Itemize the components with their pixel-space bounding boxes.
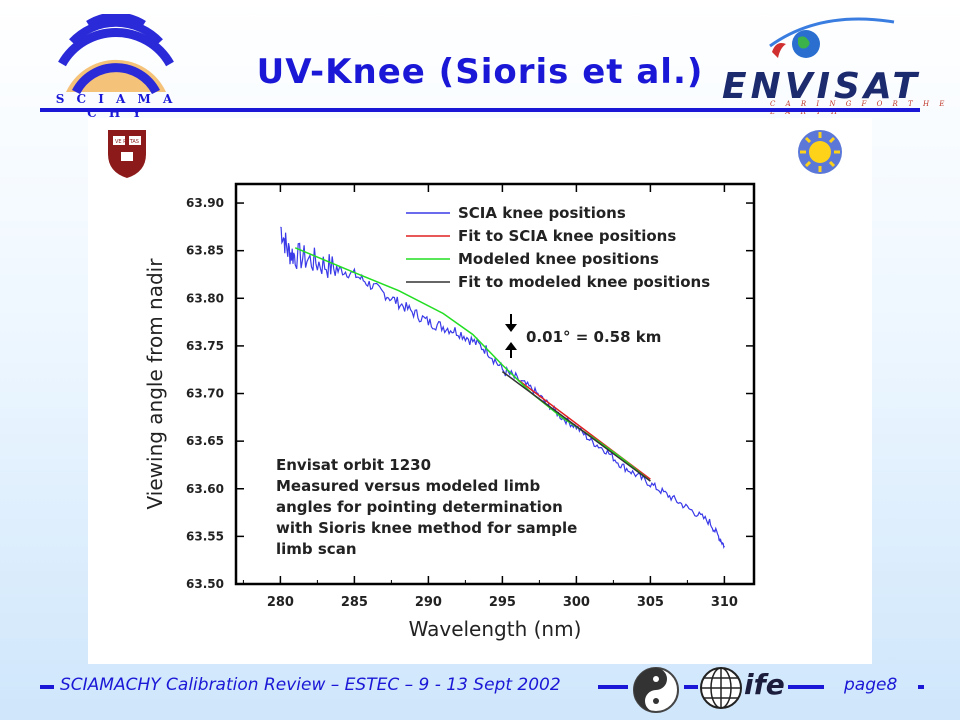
footer-rule-mid2 — [684, 685, 698, 689]
orbit-annotation-line: angles for pointing determination — [276, 498, 563, 516]
envisat-logo-text: ENVISAT — [722, 66, 921, 107]
y-tick-label: 63.80 — [186, 291, 224, 305]
sun-logo — [796, 128, 844, 176]
scale-arrowhead-down — [505, 324, 517, 332]
footer-rule-left — [40, 685, 54, 689]
orbit-annotation-line: limb scan — [276, 540, 357, 558]
y-tick-label: 63.75 — [186, 339, 224, 353]
y-tick-label: 63.50 — [186, 577, 224, 591]
ife-logo-text: ife — [744, 668, 785, 701]
x-tick-label: 305 — [637, 595, 664, 610]
ife-logo-globe — [698, 662, 744, 712]
x-tick-label: 285 — [341, 595, 368, 610]
x-tick-label: 280 — [267, 595, 294, 610]
orbit-annotation-line: Measured versus modeled limb — [276, 477, 540, 495]
legend-label: SCIA knee positions — [458, 204, 626, 222]
envisat-logo — [760, 16, 900, 76]
y-tick-label: 63.55 — [186, 529, 224, 543]
harvard-logo: VE RI TAS — [106, 128, 148, 180]
knee-chart: 280 285 290 295 300 305 310 63.50 63.55 63.60 63.6… — [143, 182, 756, 641]
slide-title: UV-Knee (Sioris et al.) — [256, 52, 704, 92]
sciamachy-logo — [48, 12, 184, 95]
x-tick-label: 310 — [711, 595, 738, 610]
sciamachy-logo-text: S C I A M A C H Y — [55, 92, 177, 120]
footer-rule-right — [788, 685, 824, 689]
series-line-3 — [501, 370, 651, 482]
footer-rule-mid — [598, 685, 628, 689]
scale-annotation: 0.01° = 0.58 km — [526, 328, 661, 346]
footer-rule-end — [918, 685, 924, 689]
series-line-0 — [280, 226, 725, 550]
y-axis-label: Viewing angle from nadir — [143, 258, 167, 510]
footer-text: SCIAMACHY Calibration Review – ESTEC – 9… — [60, 675, 561, 695]
earth-globe-icon — [769, 17, 895, 58]
sciamachy-waves-icon — [58, 12, 174, 95]
x-axis-label: Wavelength (nm) — [409, 617, 582, 641]
y-tick-label: 63.60 — [186, 482, 224, 496]
series-line-2 — [294, 247, 651, 482]
harvard-motto: VE RI TAS — [115, 139, 139, 145]
x-tick-label: 295 — [489, 595, 516, 610]
scale-arrowhead-up — [505, 342, 517, 350]
page-number: page8 — [844, 675, 898, 695]
x-tick-label: 290 — [415, 595, 442, 610]
orbit-annotation-line: Envisat orbit 1230 — [276, 456, 431, 474]
globe-grid-icon — [700, 667, 742, 709]
legend-label: Fit to modeled knee positions — [458, 273, 710, 291]
chart-panel: VE RI TAS 280 285 290 295 300 305 310 63.50 63.5… — [88, 118, 872, 664]
y-tick-label: 63.85 — [186, 244, 224, 258]
legend-label: Fit to SCIA knee positions — [458, 227, 676, 245]
x-tick-label: 300 — [563, 595, 590, 610]
legend-label: Modeled knee positions — [458, 250, 659, 268]
orbit-annotation-line: with Sioris knee method for sample — [276, 519, 577, 537]
sun-icon — [798, 130, 842, 174]
yin-yang-globe-icon — [633, 667, 679, 713]
y-tick-label: 63.70 — [186, 387, 224, 401]
y-tick-label: 63.90 — [186, 196, 224, 210]
harvard-shield-icon: VE RI TAS — [108, 130, 146, 178]
y-tick-label: 63.65 — [186, 434, 224, 448]
ife-logo-left — [630, 660, 682, 716]
plot-frame — [234, 182, 756, 586]
envisat-tagline: C A R I N G F O R T H E E A R T H — [770, 100, 949, 116]
title-rule — [40, 108, 920, 112]
